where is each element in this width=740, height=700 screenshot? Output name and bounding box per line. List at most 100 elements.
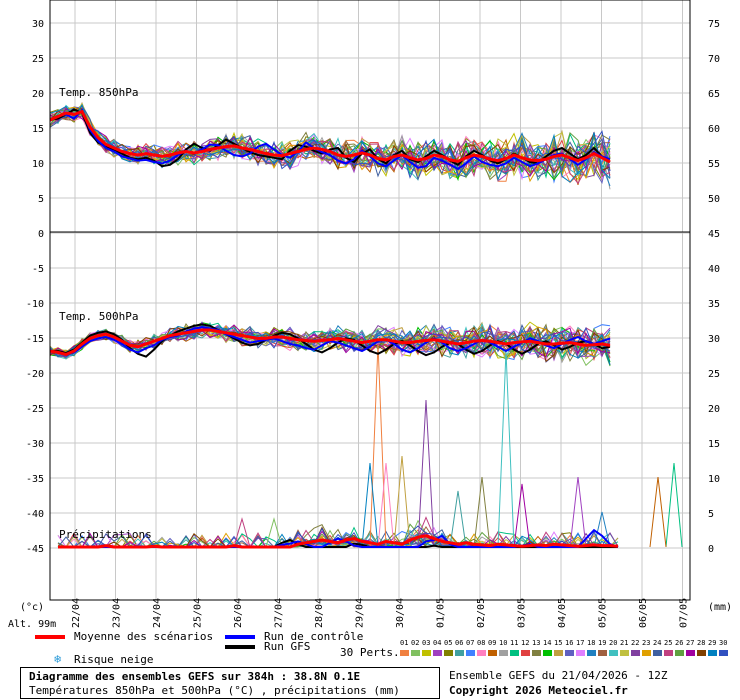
- right-unit: (mm): [708, 602, 732, 613]
- precip-spike: [377, 462, 395, 548]
- t500-mean-line: [49, 328, 611, 357]
- pert-t500-line: [49, 324, 611, 358]
- right-tick-label: 10: [708, 474, 720, 485]
- pert-swatch: [400, 650, 409, 656]
- right-tick-label: 65: [708, 89, 720, 100]
- date-tick-label: 30/04: [395, 598, 406, 628]
- label-t850: Temp. 850hPa: [59, 86, 138, 99]
- pert-swatch: [499, 650, 508, 656]
- pert-swatch: [576, 650, 585, 656]
- pert-t850-line: [49, 106, 611, 185]
- date-tick-label: 28/04: [314, 598, 325, 628]
- pert-swatch: [565, 650, 574, 656]
- right-tick-label: 50: [708, 194, 720, 205]
- left-tick-label: 15: [32, 124, 44, 135]
- pert-number: 11: [510, 639, 519, 647]
- legend-perts: 30 Perts.: [340, 646, 400, 659]
- date-tick-label: 25/04: [193, 598, 204, 628]
- left-tick-label: 0: [38, 229, 44, 240]
- left-tick-label: -20: [26, 369, 44, 380]
- pert-number: 24: [653, 639, 662, 647]
- pert-swatch: [532, 650, 541, 656]
- right-tick-label: 40: [708, 264, 720, 275]
- pert-number: 12: [521, 639, 530, 647]
- pert-swatch: [444, 650, 453, 656]
- precip-spike: [649, 476, 667, 548]
- pert-number: 13: [532, 639, 541, 647]
- pert-swatch: [708, 650, 717, 656]
- pert-swatch: [455, 650, 464, 656]
- pert-swatch: [433, 650, 442, 656]
- pert-swatch: [477, 650, 486, 656]
- right-tick-label: 0: [708, 544, 714, 555]
- legend-gfs-line: [225, 645, 255, 649]
- precip-spike: [449, 490, 467, 548]
- pert-number: 29: [708, 639, 717, 647]
- precip-spike: [393, 455, 411, 548]
- legend-gfs: Run GFS: [264, 640, 311, 653]
- footer-copyright: Copyright 2026 Meteociel.fr: [449, 684, 628, 697]
- right-tick-label: 35: [708, 299, 720, 310]
- pert-swatch: [521, 650, 530, 656]
- right-tick-label: 25: [708, 369, 720, 380]
- precip-spike: [569, 476, 587, 548]
- pert-number: 10: [499, 639, 508, 647]
- precip-mean-line: [58, 534, 619, 549]
- t500-gfs-line: [50, 323, 611, 358]
- left-tick-label: -30: [26, 439, 44, 450]
- pert-number: 14: [543, 639, 552, 647]
- right-tick-label: 5: [708, 509, 714, 520]
- precip-spike: [513, 483, 531, 548]
- date-tick-label: 05/05: [598, 598, 609, 628]
- footer-title: Diagramme des ensembles GEFS sur 384h : …: [29, 670, 361, 683]
- pert-number: 05: [444, 639, 453, 647]
- pert-number: 17: [576, 639, 585, 647]
- pert-number: 04: [433, 639, 442, 647]
- pert-swatch: [488, 650, 497, 656]
- pert-number: 06: [455, 639, 464, 647]
- legend-control-line: [225, 635, 255, 639]
- left-tick-label: 20: [32, 89, 44, 100]
- t850-control-line: [49, 108, 611, 171]
- left-tick-label: -25: [26, 404, 44, 415]
- pert-swatch: [411, 650, 420, 656]
- right-tick-label: 75: [708, 19, 720, 30]
- date-tick-label: 24/04: [152, 598, 163, 628]
- pert-number: 28: [697, 639, 706, 647]
- precip-spike: [665, 462, 683, 548]
- pert-number: 03: [422, 639, 431, 647]
- precip-spike: [265, 517, 283, 548]
- pert-swatch: [631, 650, 640, 656]
- date-tick-label: 07/05: [679, 598, 690, 628]
- pert-number: 08: [477, 639, 486, 647]
- left-tick-label: 25: [32, 54, 44, 65]
- date-tick-label: 27/04: [274, 598, 285, 628]
- date-tick-label: 26/04: [233, 598, 244, 628]
- legend-mean: Moyenne des scénarios: [74, 630, 214, 643]
- left-tick-label: 30: [32, 19, 44, 30]
- pert-swatch: [642, 650, 651, 656]
- pert-swatch: [422, 650, 431, 656]
- legend-mean-line: [35, 635, 65, 639]
- left-tick-label: -40: [26, 509, 44, 520]
- pert-number: 02: [411, 639, 420, 647]
- footer-subtitle: Températures 850hPa et 500hPa (°C) , pré…: [29, 684, 400, 697]
- label-t500: Temp. 500hPa: [59, 310, 138, 323]
- pert-precip-line: [58, 532, 619, 548]
- pert-number: 25: [664, 639, 673, 647]
- date-tick-label: 03/05: [517, 598, 528, 628]
- precip-spike: [593, 511, 611, 548]
- right-tick-label: 20: [708, 404, 720, 415]
- pert-number: 09: [488, 639, 497, 647]
- left-tick-label: -5: [32, 264, 44, 275]
- date-tick-label: 01/05: [436, 598, 447, 628]
- pert-number: 22: [631, 639, 640, 647]
- footer-box: Diagramme des ensembles GEFS sur 384h : …: [20, 667, 440, 699]
- precip-spike: [233, 517, 251, 548]
- pert-swatch: [719, 650, 728, 656]
- precip-spike: [473, 476, 491, 548]
- date-tick-label: 02/05: [476, 598, 487, 628]
- precip-spike: [369, 343, 387, 548]
- pert-swatch: [620, 650, 629, 656]
- legend-snow: Risque neige: [74, 653, 154, 666]
